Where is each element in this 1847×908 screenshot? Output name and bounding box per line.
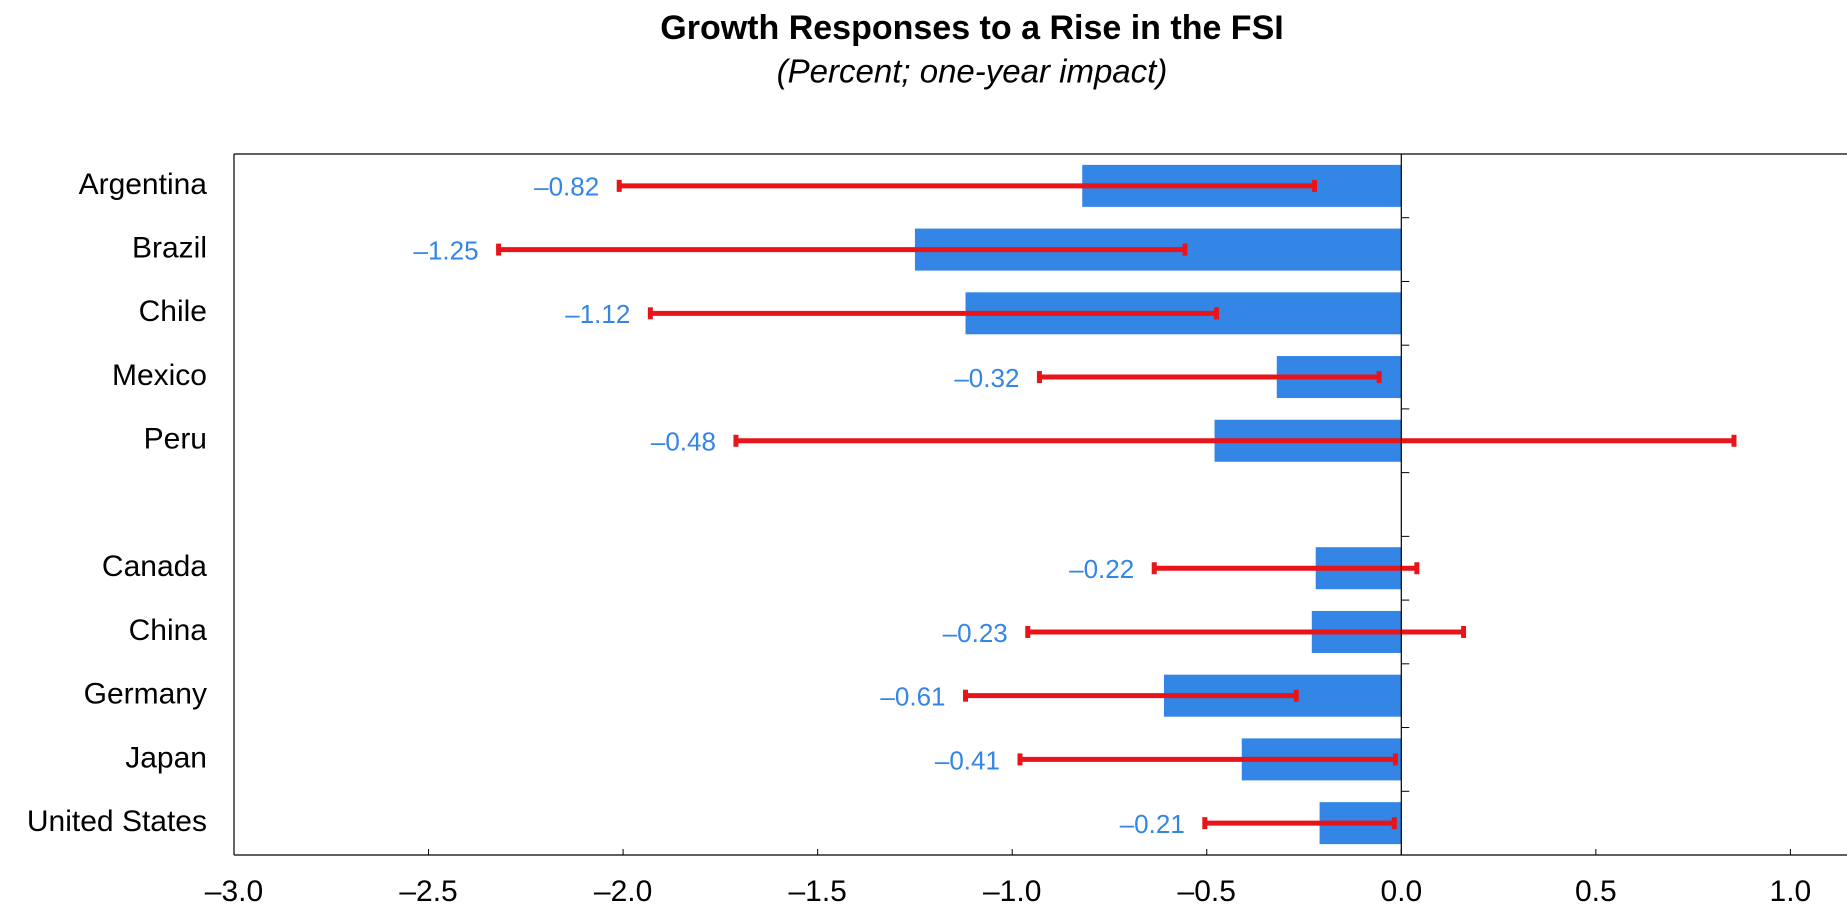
y-tick-label: Canada: [102, 550, 207, 583]
x-tick-label: –0.5: [1178, 875, 1236, 908]
y-tick-label: Mexico: [112, 359, 207, 392]
data-label: –0.22: [1069, 554, 1134, 584]
error-bar: [616, 179, 1318, 192]
data-label: –0.41: [935, 745, 1000, 775]
x-tick-label: 0.0: [1380, 875, 1422, 908]
error-bar: [647, 307, 1219, 320]
y-tick-label: China: [129, 614, 208, 647]
data-label: –0.48: [651, 427, 716, 457]
error-bar: [963, 689, 1299, 702]
y-tick-label: United States: [27, 805, 207, 838]
data-label: –0.32: [954, 363, 1019, 393]
y-tick-label: Argentina: [79, 168, 208, 201]
x-tick-label: –2.5: [399, 875, 457, 908]
data-label: –0.82: [534, 172, 599, 202]
data-label: –1.25: [414, 235, 479, 265]
y-tick-label: Germany: [84, 678, 207, 711]
y-tick-label: Japan: [125, 741, 207, 774]
error-bar: [1025, 625, 1467, 638]
x-tick-label: –2.0: [594, 875, 652, 908]
x-tick-label: 1.0: [1770, 875, 1812, 908]
data-label: –1.12: [565, 299, 630, 329]
y-tick-label: Brazil: [132, 232, 207, 265]
data-label: –0.21: [1120, 809, 1185, 839]
error-bar: [1017, 753, 1398, 766]
x-tick-label: –1.0: [983, 875, 1041, 908]
error-bar: [1036, 371, 1382, 384]
x-tick-label: –1.5: [788, 875, 846, 908]
error-bar: [1151, 562, 1420, 575]
x-tick-label: –3.0: [205, 875, 263, 908]
error-bar: [496, 243, 1188, 256]
data-label: –0.61: [880, 682, 945, 712]
error-bar: [733, 434, 1737, 447]
data-label: –0.23: [943, 618, 1008, 648]
y-tick-label: Peru: [144, 423, 207, 456]
y-tick-label: Chile: [139, 295, 207, 328]
chart-title: Growth Responses to a Rise in the FSI: [660, 9, 1283, 47]
error-bar: [1202, 817, 1397, 830]
x-tick-label: 0.5: [1575, 875, 1617, 908]
chart-subtitle: (Percent; one-year impact): [777, 53, 1168, 90]
